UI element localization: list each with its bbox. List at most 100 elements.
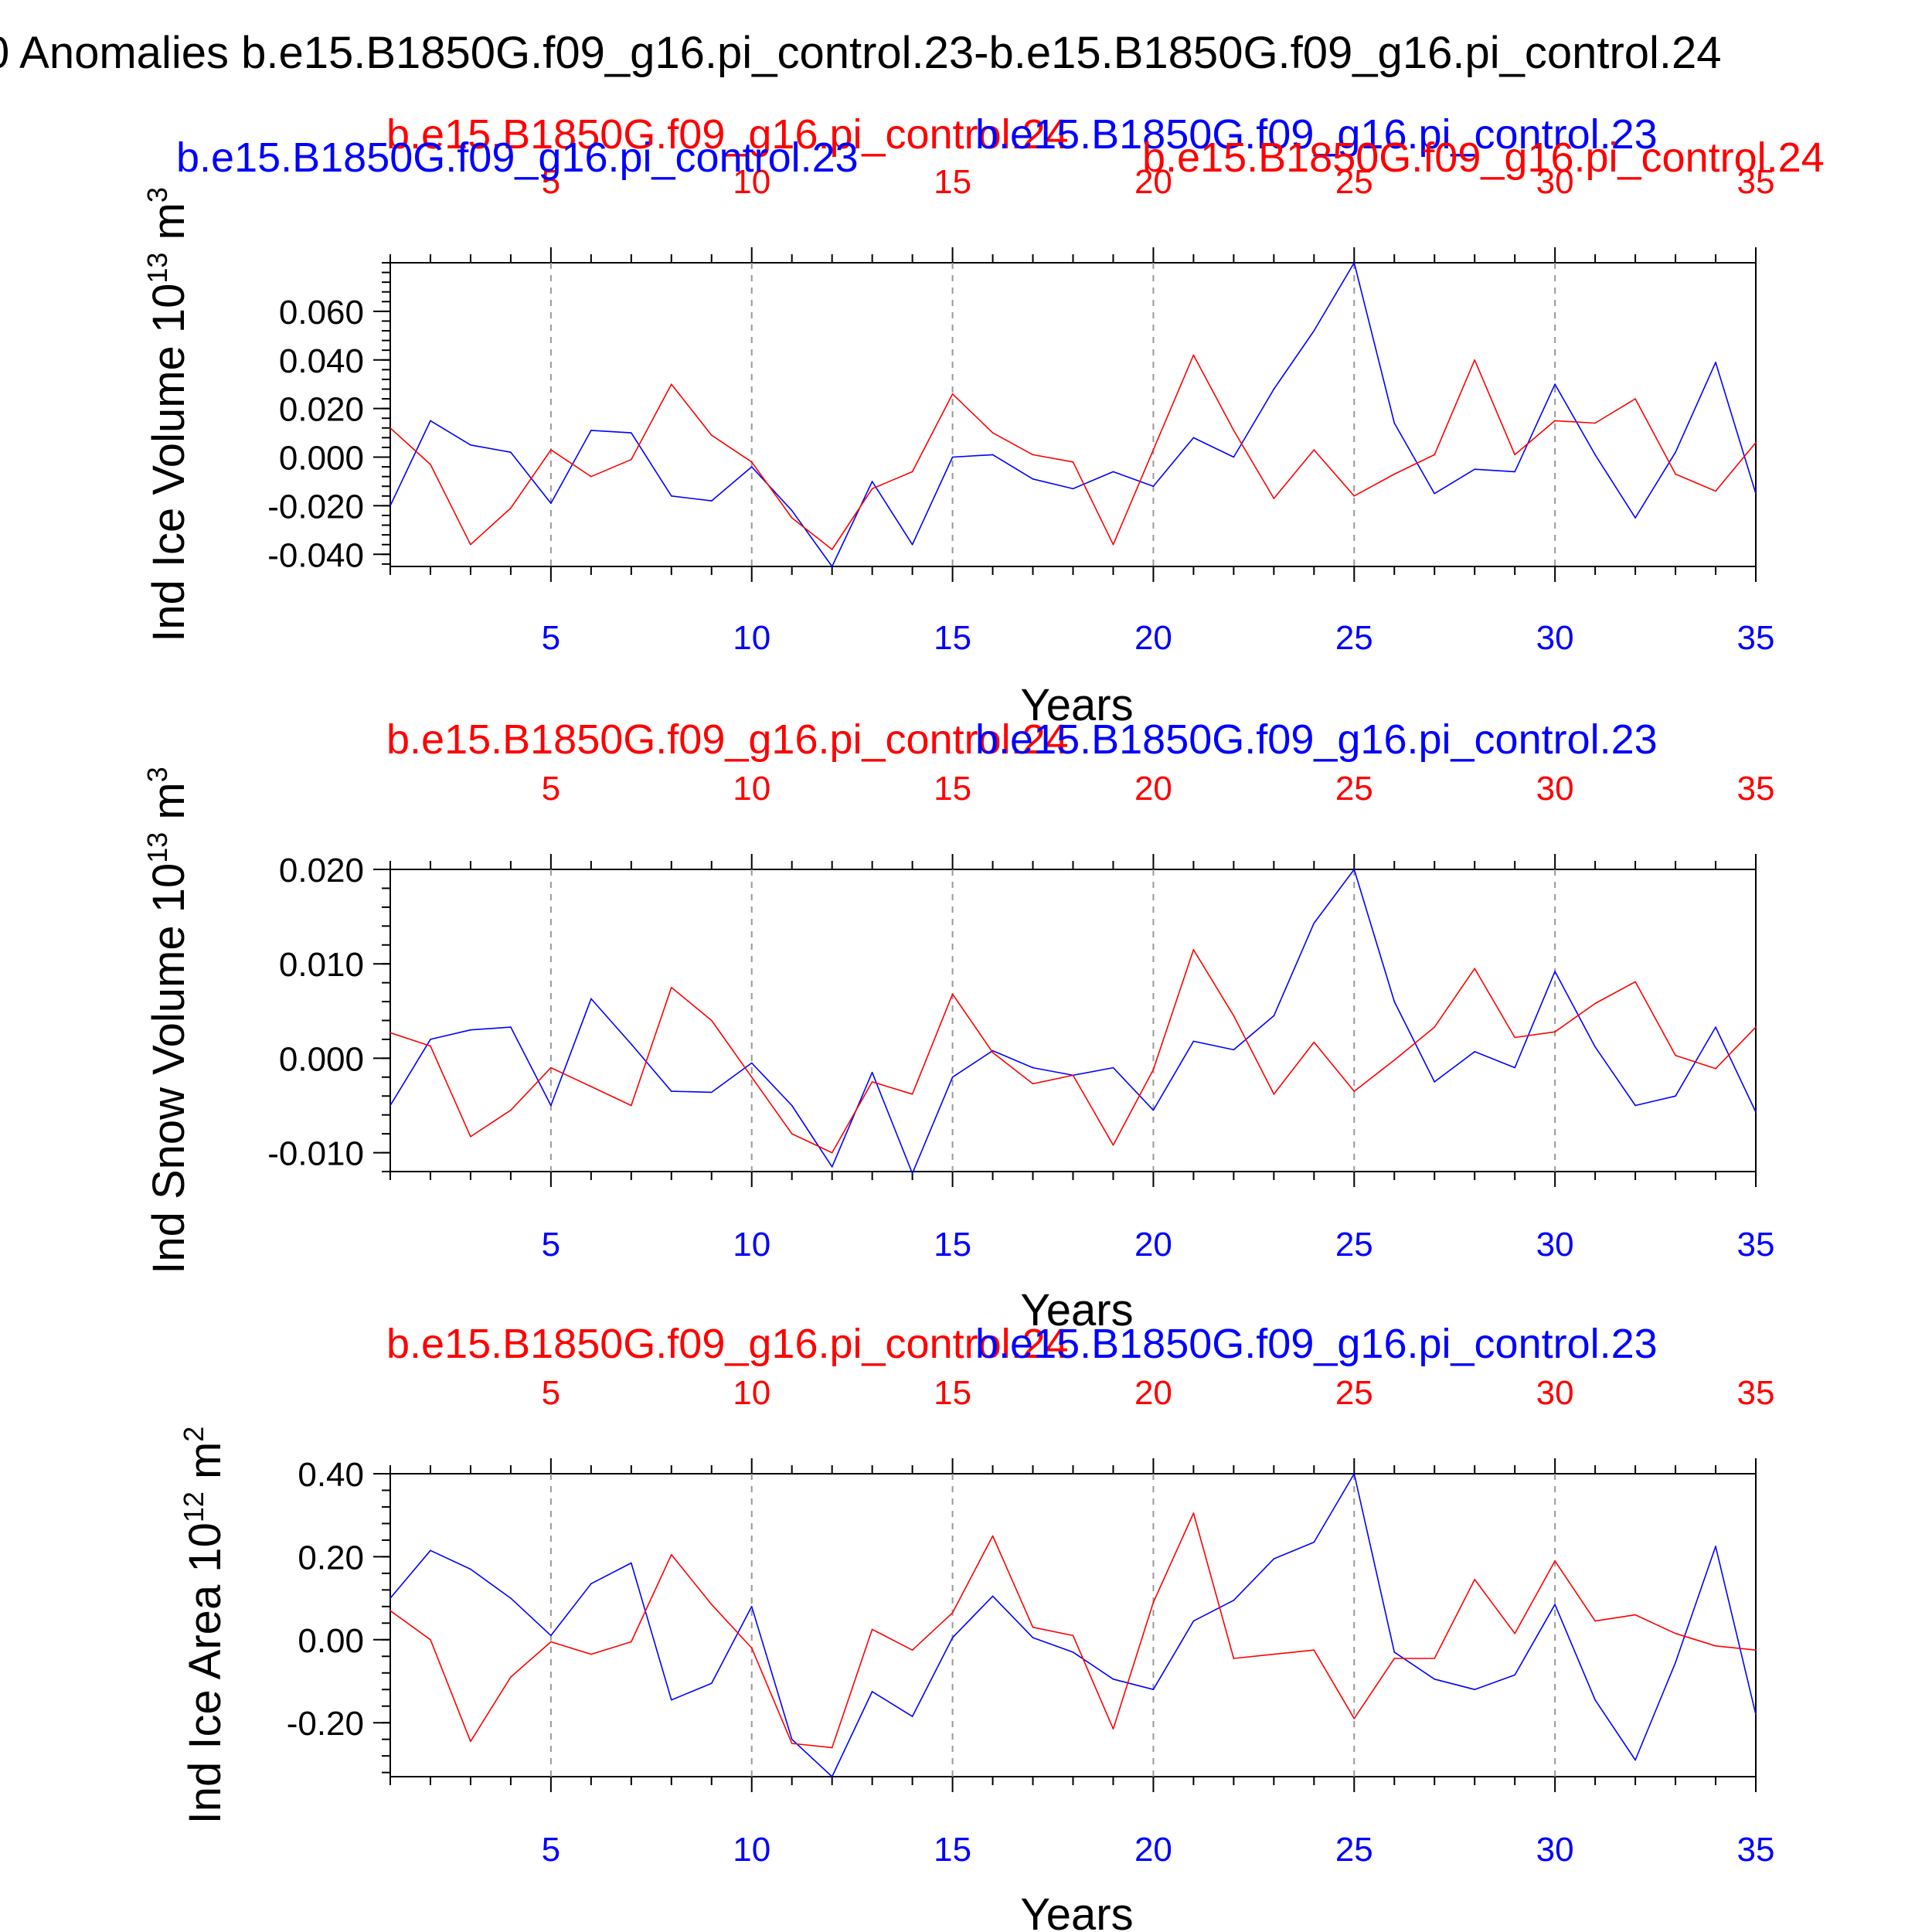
- x-tick-label-bottom: 15: [934, 619, 971, 657]
- x-tick-label-bottom: 20: [1134, 1831, 1172, 1869]
- x-tick-label-bottom: 30: [1536, 1226, 1574, 1264]
- panel-ice-area: 0.40 0.20 0.00 -0.20 5 5 10 10 15 15 20 20 25 25 30 30 3…: [178, 1321, 1774, 1932]
- data-point: [1474, 968, 1476, 970]
- data-point: [470, 543, 471, 546]
- y-tick-label: 0.000: [279, 440, 364, 478]
- data-point: [1353, 262, 1355, 264]
- data-point: [1152, 449, 1155, 451]
- data-point: [510, 507, 512, 509]
- data-point: [510, 1676, 512, 1678]
- data-point: [510, 1597, 512, 1599]
- data-point: [791, 1104, 793, 1107]
- y-tick-label: 0.020: [279, 391, 364, 429]
- data-point: [831, 1166, 833, 1168]
- data-point: [1634, 1104, 1636, 1107]
- data-point: [1675, 451, 1676, 454]
- x-tick-label-bottom: 20: [1134, 1226, 1172, 1264]
- x-tick-label-top: 15: [934, 1374, 971, 1412]
- data-point: [1393, 473, 1396, 475]
- data-point: [750, 1062, 753, 1064]
- data-point: [1634, 981, 1636, 983]
- data-point: [1032, 1637, 1034, 1638]
- data-point: [1233, 1015, 1235, 1017]
- data-point: [992, 1595, 994, 1597]
- y-axis-title: Ind Ice Volume 1013 m3: [141, 187, 194, 642]
- data-point: [1434, 1081, 1436, 1083]
- data-point: [1112, 471, 1114, 473]
- x-tick-label-top: 10: [733, 1374, 770, 1412]
- x-tick-label-bottom: 20: [1134, 619, 1172, 657]
- x-tick-label-bottom: 15: [934, 1831, 971, 1869]
- data-point: [1353, 869, 1355, 870]
- y-axis-title-main: Ind Ice Area 10: [180, 1522, 230, 1824]
- data-point: [1353, 495, 1355, 497]
- data-point: [510, 451, 512, 454]
- y-tick-label: -0.010: [267, 1135, 364, 1173]
- data-point: [1233, 1599, 1235, 1601]
- data-point: [1434, 1026, 1436, 1028]
- data-point: [1393, 1001, 1396, 1002]
- data-point: [430, 464, 431, 465]
- data-point: [1514, 1036, 1515, 1039]
- x-tick-label-top: 20: [1134, 770, 1172, 808]
- data-point: [791, 1738, 793, 1740]
- data-point: [1273, 1653, 1275, 1655]
- panel-snow-volume: 0.020 0.010 0.000 -0.010 5 5 10 10 15 15 20 20 25 25 3…: [141, 716, 1774, 1335]
- data-point: [831, 549, 833, 550]
- run-label-blue: b.e15.B1850G.f09_g16.pi_control.23: [975, 716, 1658, 763]
- data-point: [1032, 454, 1034, 456]
- data-point: [1675, 1662, 1676, 1664]
- data-point: [951, 1612, 954, 1614]
- data-point: [430, 1638, 431, 1641]
- x-tick-label-bottom: 25: [1335, 1831, 1373, 1869]
- data-point: [631, 1043, 632, 1045]
- data-point: [791, 1133, 793, 1134]
- series-line-red: [389, 1512, 1757, 1749]
- x-tick-label-bottom: 25: [1335, 1226, 1373, 1264]
- data-point: [871, 1691, 873, 1692]
- data-point: [1152, 1689, 1155, 1691]
- data-point: [1514, 1066, 1515, 1069]
- data-point: [590, 430, 592, 431]
- data-point: [1514, 471, 1515, 473]
- y-tick-label: 0.010: [279, 946, 364, 984]
- data-point: [951, 993, 954, 995]
- data-point: [911, 1094, 913, 1095]
- data-point: [1192, 1620, 1195, 1622]
- x-tick-label-bottom: 10: [733, 1831, 770, 1869]
- y-axis-title-exponent: 13: [141, 253, 173, 284]
- x-tick-label-top: 25: [1335, 163, 1373, 201]
- data-point: [1072, 488, 1074, 490]
- data-point: [911, 1649, 913, 1651]
- y-axis-title-unit: m: [144, 782, 194, 832]
- data-point: [470, 444, 471, 446]
- data-point: [1072, 1634, 1074, 1637]
- y-axis-title-unit-exponent: 2: [178, 1427, 209, 1442]
- data-point: [1152, 1109, 1155, 1111]
- data-point: [1313, 1041, 1315, 1043]
- data-point: [631, 1104, 632, 1107]
- run-label-red-right: b.e15.B1850G.f09_g16.pi_control.24: [1142, 134, 1825, 181]
- data-point: [1594, 1002, 1596, 1005]
- data-point: [911, 1172, 913, 1175]
- x-tick-label-bottom: 5: [542, 619, 560, 657]
- data-point: [1594, 1620, 1596, 1622]
- data-point: [710, 1604, 713, 1605]
- data-point: [510, 1026, 512, 1028]
- data-point: [1675, 1054, 1676, 1056]
- data-point: [1112, 1728, 1114, 1730]
- data-point: [670, 1699, 672, 1701]
- data-point: [750, 1606, 753, 1607]
- data-point: [871, 1071, 873, 1073]
- data-point: [1755, 1713, 1757, 1716]
- x-tick-label-top: 5: [542, 163, 560, 201]
- page-title: 0 Anomalies b.e15.B1850G.f09_g16.pi_cont…: [0, 28, 1722, 78]
- data-point: [1393, 1658, 1396, 1659]
- panel-ice-volume: 0.060 0.040 0.020 0.000 -0.020 -0.040 5 5 10 10 15…: [141, 111, 1825, 730]
- data-point: [1273, 1094, 1275, 1095]
- series-line-blue: [389, 869, 1757, 1175]
- data-point: [1353, 1718, 1355, 1719]
- data-point: [590, 1583, 592, 1585]
- data-point: [1313, 1541, 1315, 1543]
